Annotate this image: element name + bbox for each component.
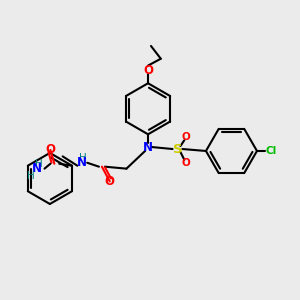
- Text: N: N: [32, 162, 42, 175]
- Text: N: N: [143, 141, 153, 154]
- Text: O: O: [182, 132, 191, 142]
- Text: O: O: [182, 158, 191, 168]
- Text: H: H: [35, 159, 43, 169]
- Text: O: O: [45, 143, 56, 157]
- Text: H: H: [27, 172, 34, 182]
- Text: O: O: [143, 64, 153, 77]
- Text: H: H: [80, 153, 87, 163]
- Text: S: S: [173, 142, 182, 155]
- Text: N: N: [77, 156, 87, 169]
- Text: Cl: Cl: [265, 146, 276, 156]
- Text: O: O: [105, 175, 115, 188]
